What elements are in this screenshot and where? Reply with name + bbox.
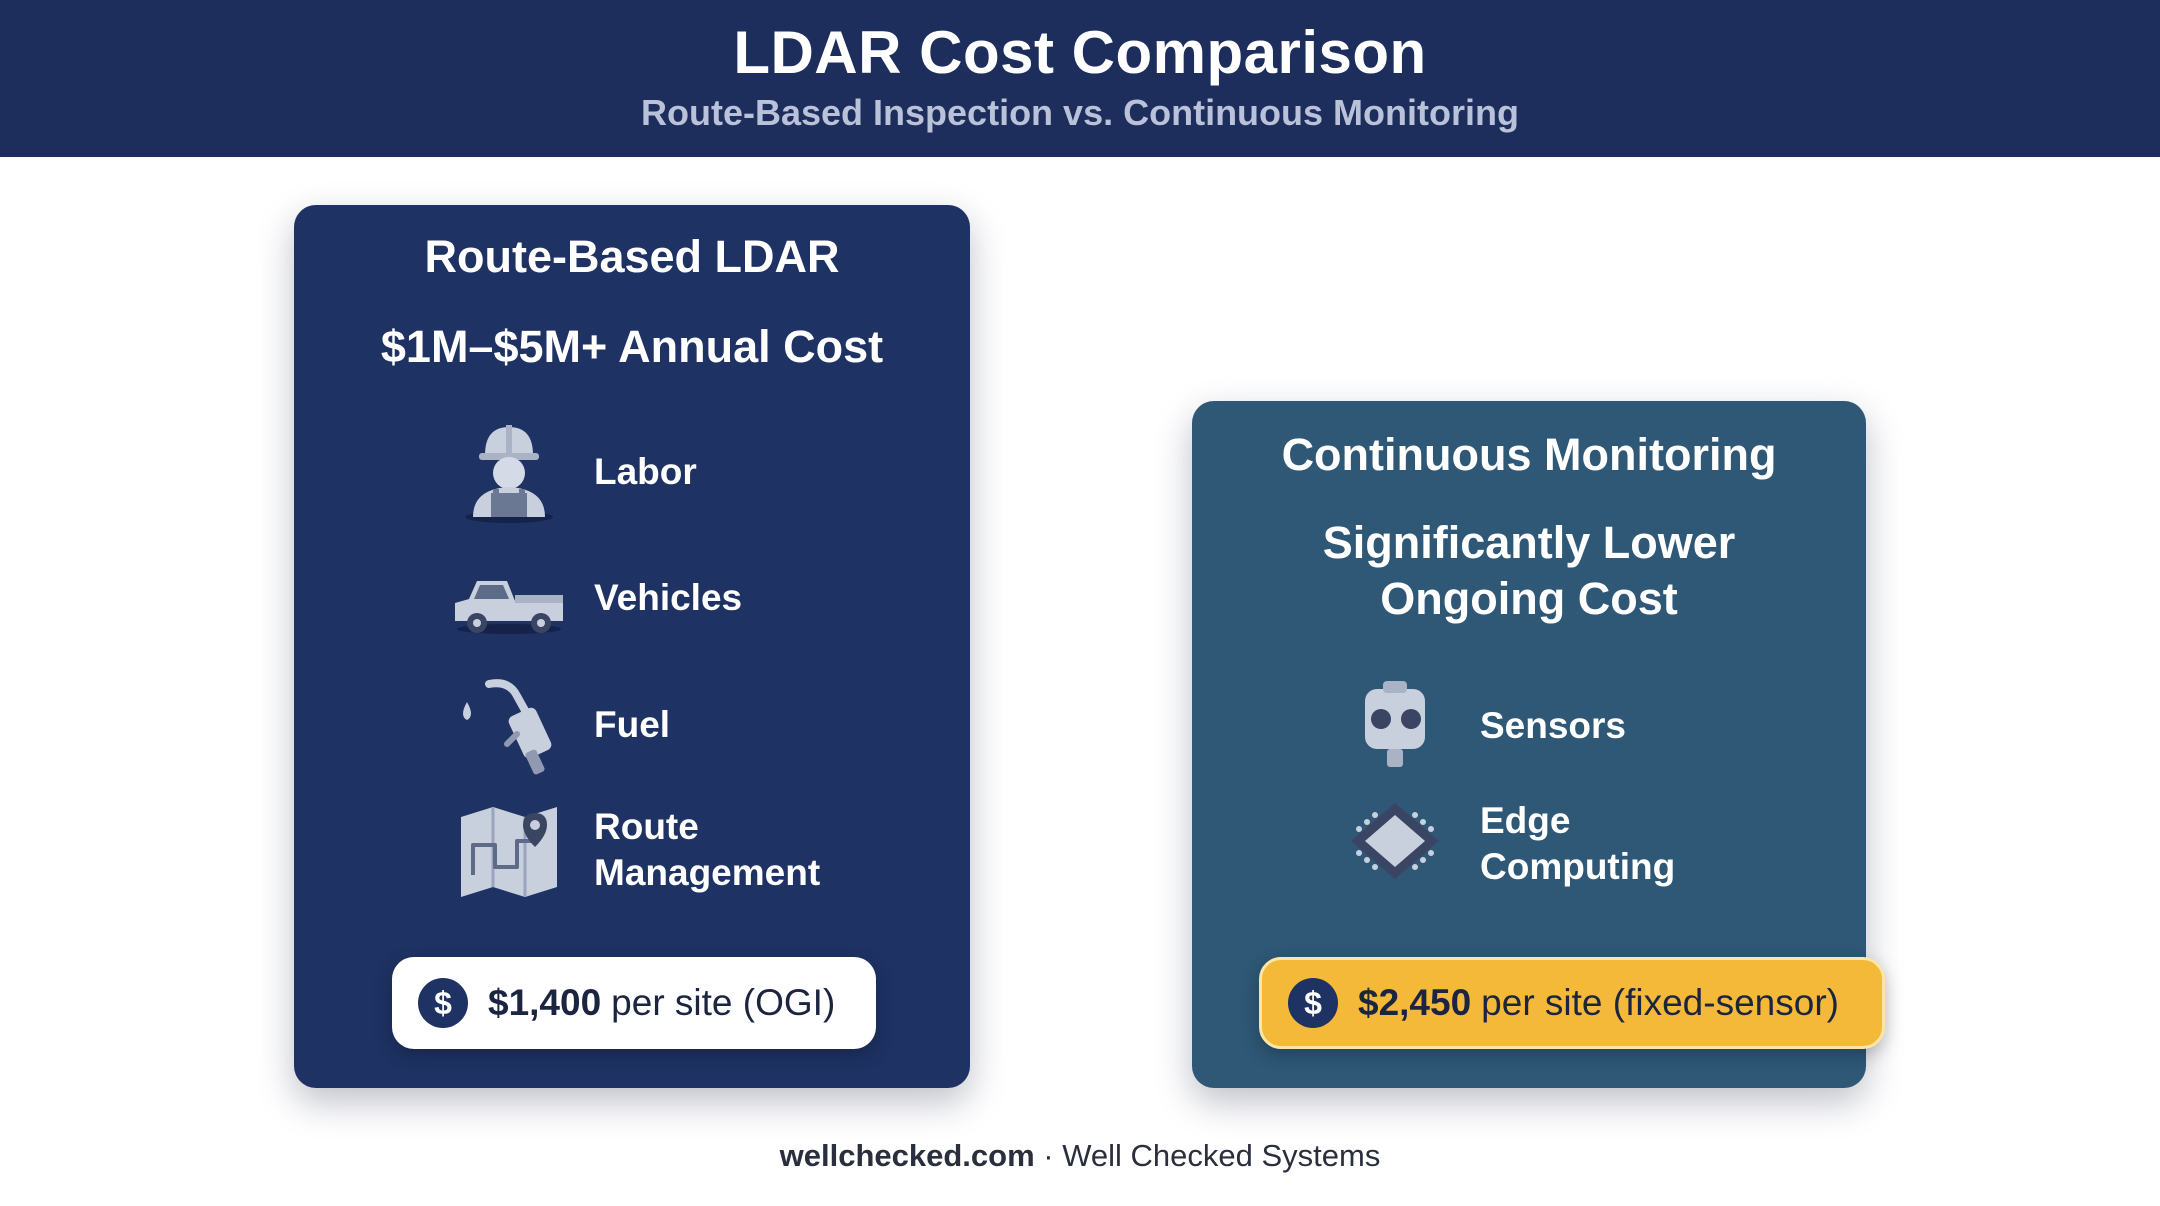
cost-item-label: Labor [594,451,697,492]
price-pill-fixed-sensor: $ $2,450 per site (fixed-sensor) [1259,957,1885,1049]
page-title: LDAR Cost Comparison [733,19,1427,86]
footer-site-link[interactable]: wellchecked.com [779,1138,1035,1173]
cost-item-sensors: Sensors [1335,671,1895,781]
page-subtitle: Route-Based Inspection vs. Continuous Mo… [641,92,1519,133]
card-title: Continuous Monitoring [1281,429,1777,480]
cost-item-route-management: Route Management [449,795,1009,905]
footer-company: Well Checked Systems [1062,1138,1381,1173]
card-cost: Significantly Lower Ongoing Cost [1322,517,1736,624]
card-cost: $1M–$5M+ Annual Cost [380,321,884,372]
cost-item-label: Sensors [1480,705,1627,746]
cost-item-label: Fuel [594,704,671,745]
price-pill-ogi: $ $1,400 per site (OGI) [392,957,876,1049]
header-banner: LDAR Cost Comparison Route-Based Inspect… [0,0,2160,157]
cost-item-fuel: Fuel [449,670,1009,780]
footer: wellchecked.com · Well Checked Systems [0,1138,2160,1174]
footer-separator: · [1034,1138,1063,1173]
route-map-icon [449,795,569,905]
route-based-ldar-card: Route-Based LDAR $1M–$5M+ Annual Cost La… [294,205,970,1088]
worker-icon [449,417,569,527]
chip-icon [1335,789,1455,899]
cost-item-label: Route Management [594,806,821,893]
card-title: Route-Based LDAR [424,231,840,282]
price-unit: per site (fixed-sensor) [1481,982,1839,1023]
fuel-nozzle-icon [449,670,569,780]
cost-item-labor: Labor [449,417,1009,527]
price-amount: $2,450 [1358,982,1472,1023]
continuous-monitoring-card: Continuous Monitoring Significantly Lowe… [1192,401,1885,1088]
price-amount: $1,400 [488,982,602,1023]
sensor-icon [1335,671,1455,781]
dollar-coin-icon: $ [418,978,468,1028]
cost-item-label: Vehicles [594,577,743,618]
cost-item-vehicles: Vehicles [449,543,1009,653]
cost-item-label: Edge Computing [1480,800,1676,887]
cost-item-edge-computing: Edge Computing [1335,789,1895,899]
dollar-coin-icon: $ [1288,978,1338,1028]
price-unit: per site (OGI) [611,982,836,1023]
pickup-truck-icon [449,543,569,653]
